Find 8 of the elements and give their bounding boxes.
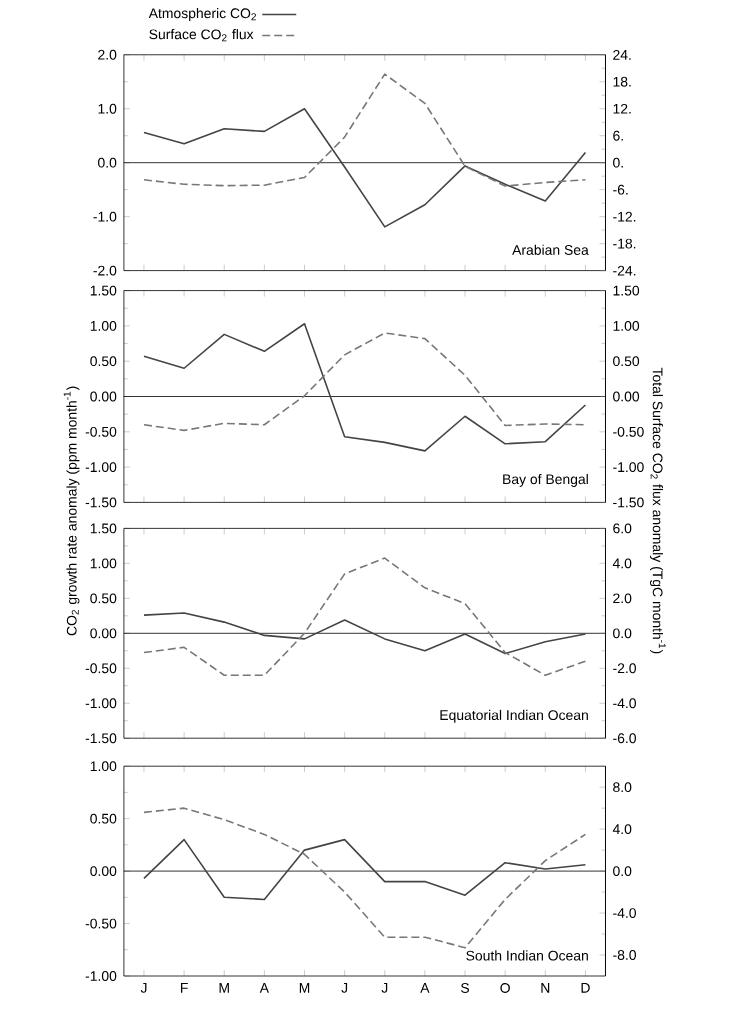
line-series <box>143 838 587 901</box>
line-series <box>143 322 587 452</box>
line-series <box>143 107 587 228</box>
line-series <box>143 612 587 655</box>
line-series <box>143 557 587 677</box>
line-series <box>143 807 587 949</box>
line-series <box>143 332 587 432</box>
line-series <box>143 73 587 187</box>
